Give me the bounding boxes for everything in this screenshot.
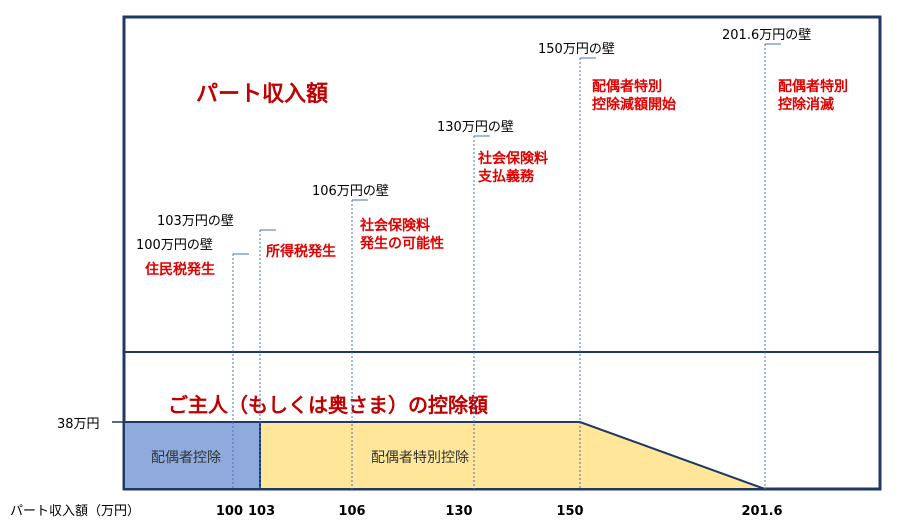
wall-note: 控除消滅 [778,96,834,113]
taper-line [579,421,766,490]
wall-label: 201.6万円の壁 [722,28,811,43]
x-tick-label: 100 [216,504,243,519]
wall-note: 発生の可能性 [359,235,444,252]
x-axis-label: パート収入額（万円） [10,504,140,519]
wall-note: 住民税発生 [145,261,215,278]
wall-note: 配偶者特別 [778,78,848,95]
upper-title: パート収入額 [196,81,328,107]
wall-note: 社会保険料 [359,217,430,234]
haigusha-koujo-block [123,421,261,490]
haigusha-tokubetsu-koujo-block [259,421,766,490]
haigusha-tokubetsu-koujo-label: 配偶者特別控除 [371,450,469,466]
x-tick-label: 103 [248,504,275,519]
wall-label: 100万円の壁 [136,238,213,253]
x-ticks-layer: 100 103 106 130 150 201.6 [216,504,783,519]
wall-label: 106万円の壁 [312,184,389,199]
wall-note: 社会保険料 [477,150,548,167]
wall-note: 支払義務 [477,168,535,185]
wall-note: 所得税発生 [266,243,336,260]
x-tick-label: 150 [556,504,583,519]
x-tick-label: 106 [338,504,365,519]
wall-label: 103万円の壁 [157,214,234,229]
walls-layer: 100万円の壁住民税発生103万円の壁所得税発生106万円の壁社会保険料発生の可… [136,28,848,489]
lower-title: ご主人（もしくは奥さま）の控除額 [168,393,488,417]
x-tick-label: 201.6 [741,504,782,519]
wall-note: 控除減額開始 [592,96,676,113]
haigusha-koujo-label: 配偶者控除 [151,450,221,466]
wall-note: 配偶者特別 [592,78,662,95]
x-tick-label: 130 [445,504,472,519]
y-label-38man: 38万円 [57,417,100,432]
wall-label: 150万円の壁 [538,42,615,57]
wall-label: 130万円の壁 [437,120,514,135]
